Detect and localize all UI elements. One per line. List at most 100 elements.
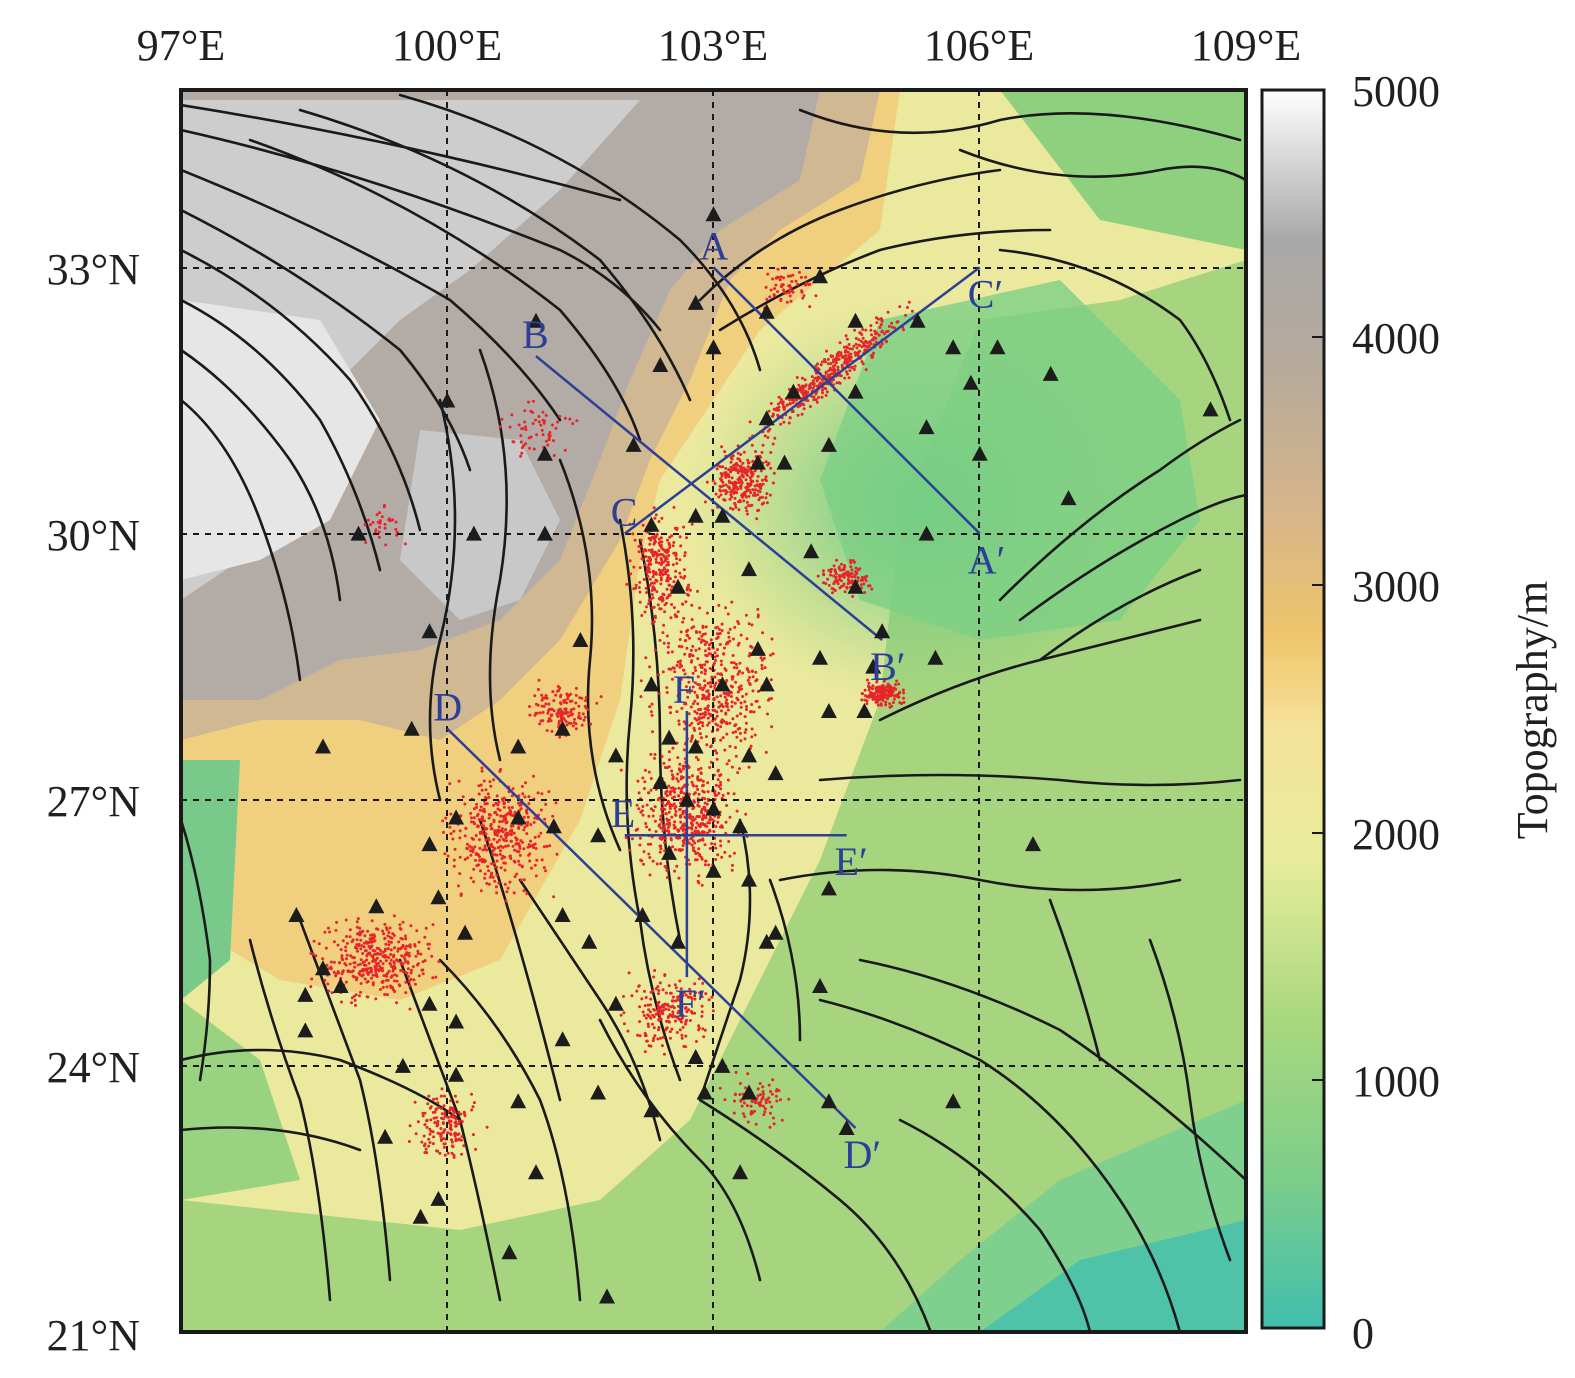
earthquake-dot — [860, 698, 864, 702]
earthquake-dot — [548, 431, 552, 434]
earthquake-dot — [431, 976, 435, 980]
earthquake-dot — [684, 1006, 688, 1009]
earthquake-dot — [696, 657, 700, 661]
earthquake-dot — [541, 410, 545, 414]
earthquake-dot — [536, 703, 540, 707]
earthquake-dot — [711, 1009, 715, 1013]
earthquake-dot — [499, 844, 503, 848]
earthquake-dot — [475, 802, 479, 806]
lon-label-109: 109°E — [1191, 21, 1301, 70]
earthquake-dot — [697, 792, 701, 796]
earthquake-dot — [734, 662, 738, 666]
earthquake-dot — [502, 796, 506, 800]
earthquake-dot — [421, 1111, 425, 1115]
earthquake-dot — [743, 700, 747, 704]
earthquake-dot — [838, 574, 842, 578]
earthquake-dot — [698, 606, 701, 610]
earthquake-dot — [751, 459, 755, 463]
earthquake-dot — [716, 632, 720, 636]
earthquake-dot — [375, 513, 379, 517]
earthquake-dot — [832, 574, 836, 578]
earthquake-dot — [677, 719, 681, 723]
earthquake-dot — [667, 810, 671, 814]
earthquake-dot — [655, 862, 659, 866]
earthquake-dot — [484, 832, 488, 836]
earthquake-dot — [678, 808, 682, 812]
earthquake-dot — [540, 428, 544, 432]
earthquake-dot — [864, 579, 868, 583]
earthquake-dot — [690, 721, 694, 725]
earthquake-dot — [688, 723, 692, 727]
earthquake-dot — [681, 620, 685, 624]
earthquake-dot — [350, 1001, 353, 1005]
station-triangle — [705, 800, 722, 816]
earthquake-dot — [389, 953, 393, 956]
earthquake-dot — [469, 876, 473, 880]
earthquake-dot — [679, 820, 683, 824]
earthquake-dot — [734, 468, 737, 472]
earthquake-dot — [638, 566, 642, 570]
earthquake-dot — [749, 483, 753, 487]
earthquake-dot — [324, 946, 328, 950]
earthquake-dot — [463, 802, 467, 806]
earthquake-dot — [703, 684, 707, 688]
earthquake-dot — [667, 765, 671, 769]
earthquake-dot — [695, 694, 699, 697]
earthquake-dot — [669, 991, 672, 995]
station-triangle — [528, 312, 544, 328]
earthquake-dot — [849, 561, 853, 565]
earthquake-dot — [661, 568, 665, 572]
lat-label-24: 24°N — [47, 1043, 140, 1092]
earthquake-dot — [888, 705, 892, 709]
earthquake-dot — [399, 961, 403, 964]
earthquake-dot — [774, 1094, 778, 1098]
earthquake-dot — [879, 323, 883, 327]
earthquake-dot — [404, 971, 408, 975]
earthquake-dot — [739, 684, 743, 688]
earthquake-dot — [341, 969, 345, 973]
earthquake-dot — [485, 1125, 489, 1129]
earthquake-dot — [730, 765, 734, 769]
earthquake-dot — [642, 787, 646, 790]
earthquake-dot — [665, 691, 669, 694]
earthquake-dot — [413, 1100, 417, 1104]
earthquake-dot — [564, 720, 568, 724]
earthquake-dot — [533, 863, 537, 867]
earthquake-dot — [566, 714, 570, 718]
earthquake-dot — [821, 569, 825, 573]
earthquake-dot — [359, 947, 363, 951]
earthquake-dot — [500, 820, 504, 823]
earthquake-dot — [563, 416, 567, 420]
earthquake-dot — [525, 892, 529, 895]
earthquake-dot — [355, 976, 359, 980]
earthquake-dot — [383, 936, 387, 940]
earthquake-dot — [683, 701, 687, 705]
earthquake-dot — [407, 951, 411, 955]
earthquake-dot — [416, 949, 420, 953]
earthquake-dot — [480, 788, 484, 792]
earthquake-dot — [823, 358, 826, 361]
earthquake-dot — [657, 561, 661, 565]
lat-label-33: 33°N — [47, 245, 140, 294]
earthquake-dot — [710, 818, 714, 822]
earthquake-dot — [552, 895, 556, 899]
earthquake-dot — [774, 276, 778, 280]
earthquake-dot — [700, 670, 703, 674]
earthquake-dot — [697, 647, 701, 651]
earthquake-dot — [689, 648, 693, 652]
earthquake-dot — [732, 661, 736, 665]
earthquake-dot — [844, 349, 847, 353]
profile-label-B-prime: B′ — [870, 644, 905, 689]
earthquake-dot — [681, 776, 685, 779]
earthquake-dot — [649, 997, 653, 1001]
colorbar-tick-2000: 2000 — [1352, 810, 1440, 859]
earthquake-dot — [459, 1112, 463, 1116]
earthquake-dot — [523, 825, 527, 829]
earthquake-dot — [678, 762, 682, 766]
earthquake-dot — [653, 541, 656, 545]
earthquake-dot — [754, 1122, 758, 1126]
earthquake-dot — [746, 1120, 750, 1124]
earthquake-dot — [855, 346, 859, 350]
station-triangle — [643, 676, 660, 692]
earthquake-dot — [555, 852, 559, 856]
